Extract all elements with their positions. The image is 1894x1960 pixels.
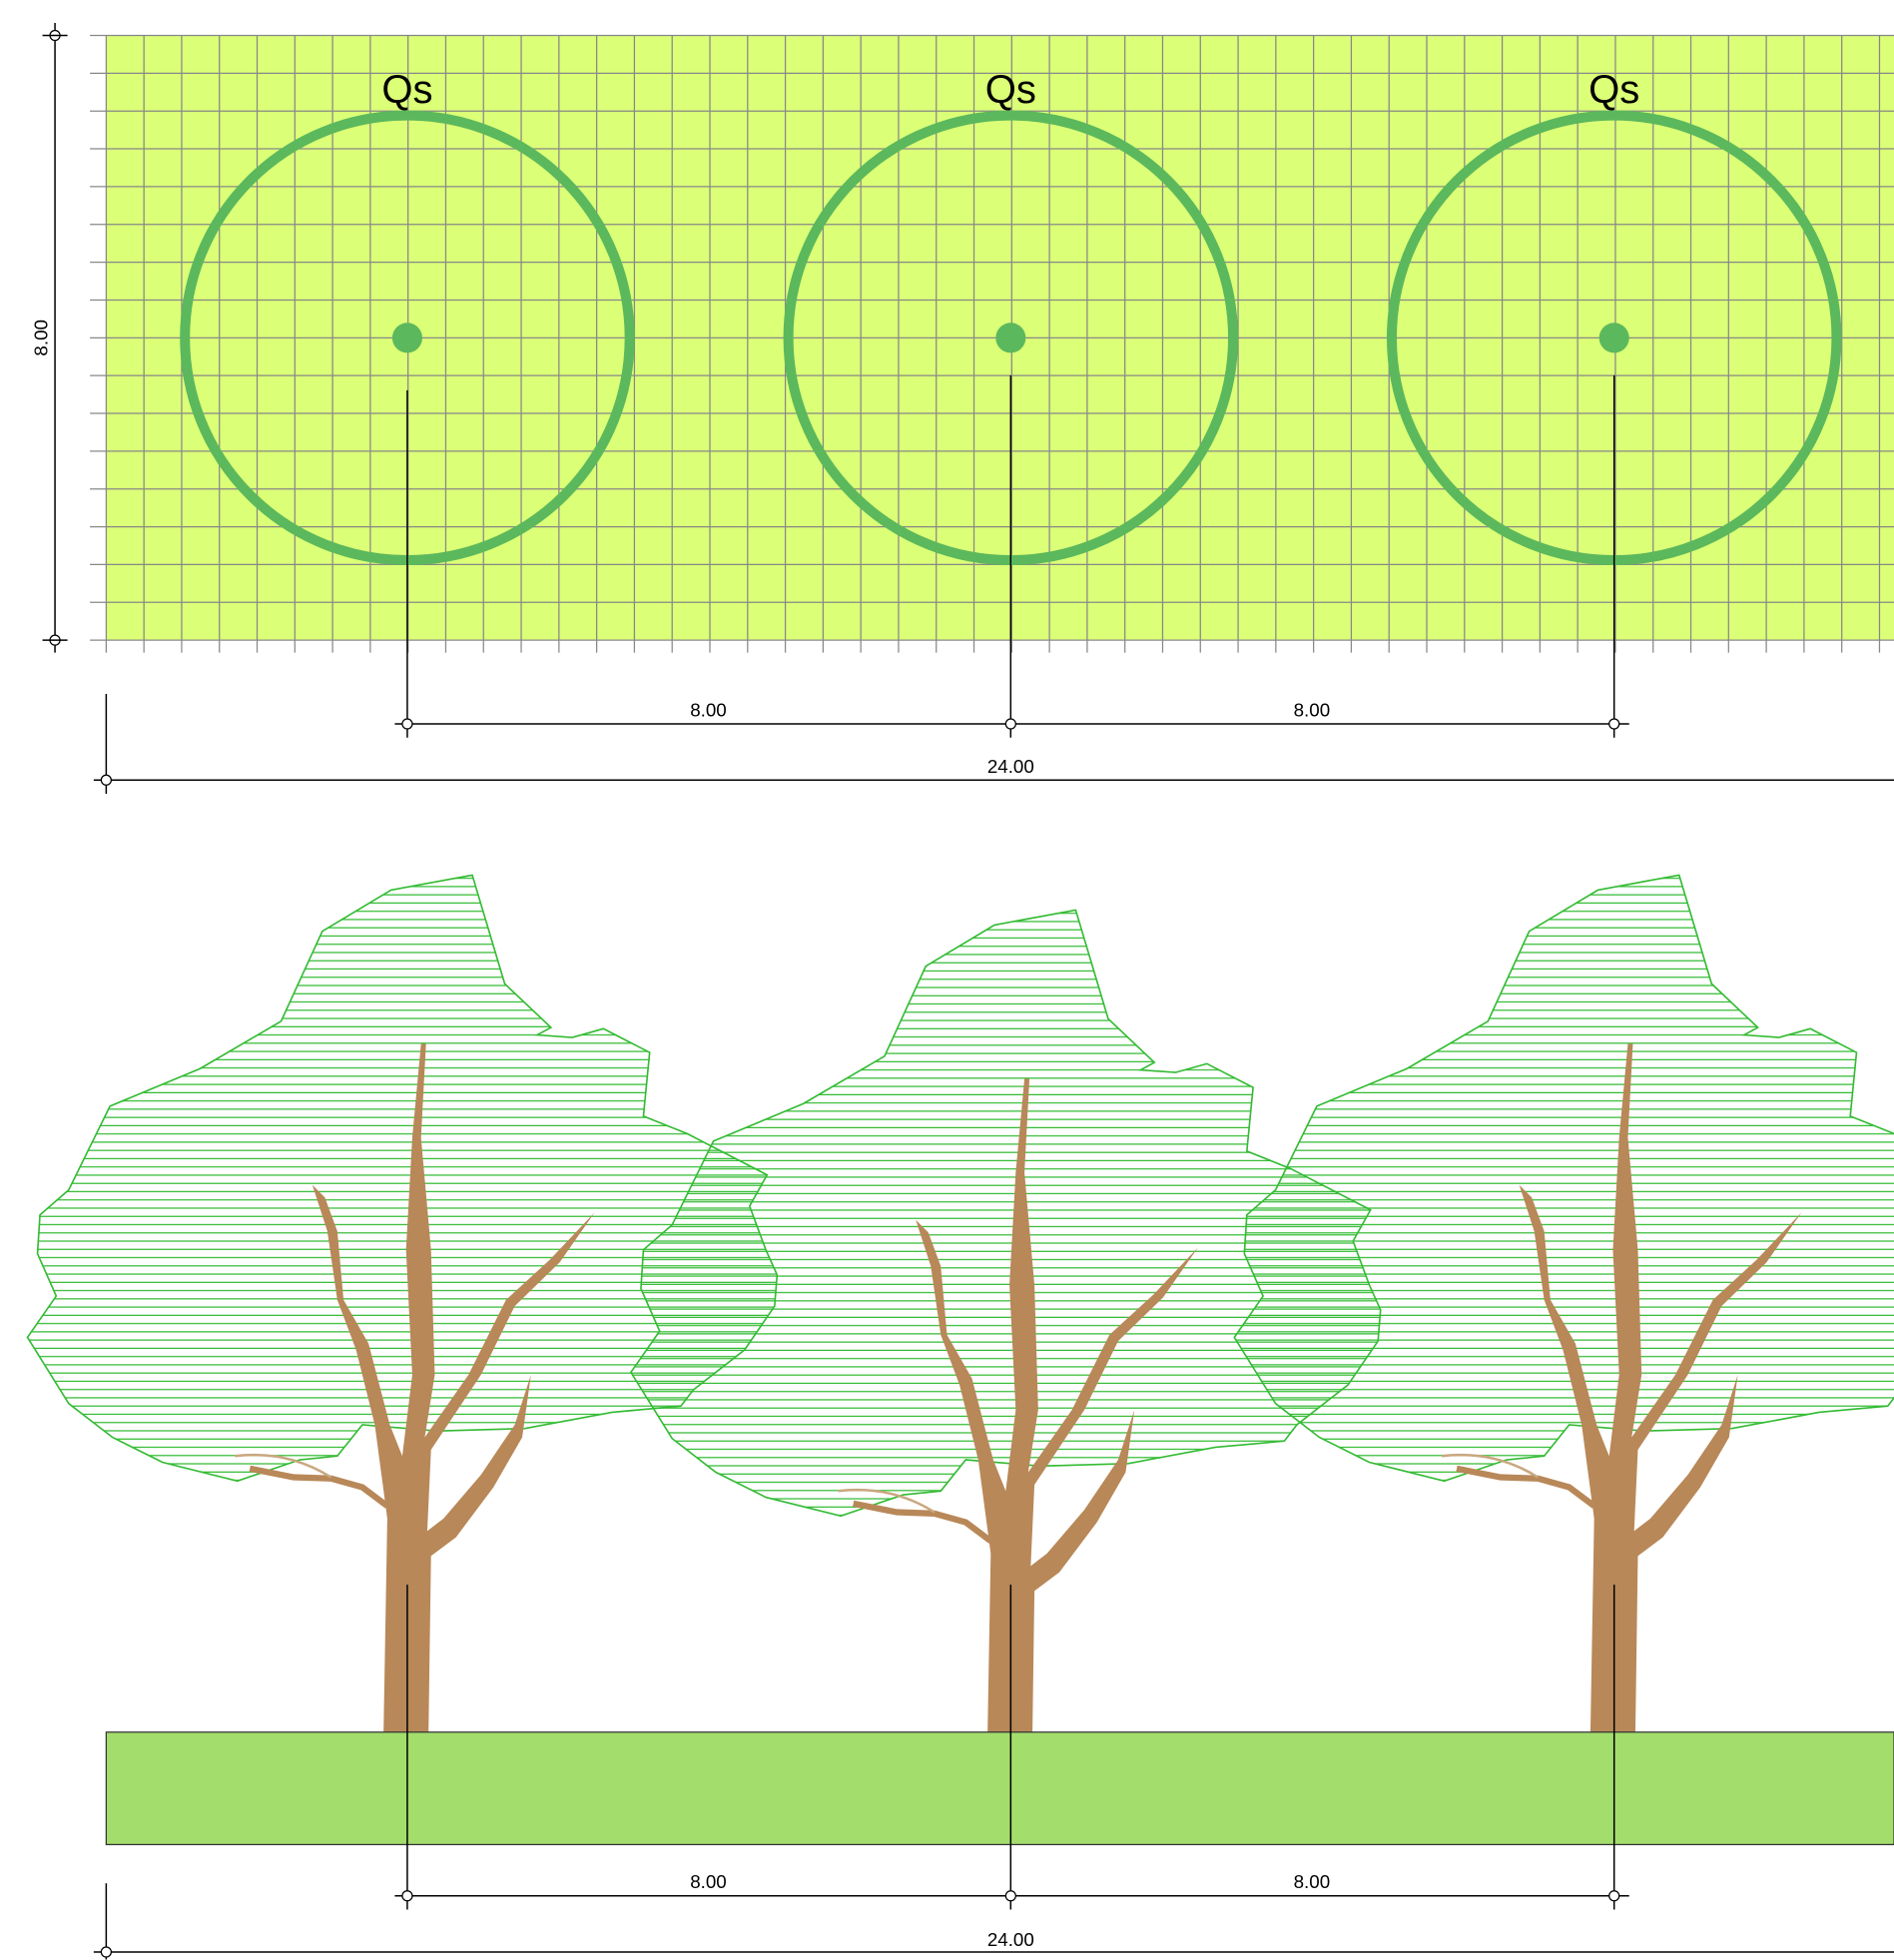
tree-center [995,323,1026,353]
tree-label: Qs [985,68,1036,112]
tree-center [391,323,422,353]
dim-spacing: 8.00 [690,699,726,720]
dim-spacing: 8.00 [1294,699,1331,720]
tree-label: Qs [381,68,432,112]
plan-dimensions: 8.00 8.00 8.00 24.00 [31,22,1894,795]
dim-total: 24.00 [987,1929,1034,1950]
dim-total: 24.00 [987,756,1034,777]
dim-height: 8.00 [31,320,52,355]
ground [105,1731,1894,1846]
tree-label: Qs [1588,68,1639,112]
tree-center [1598,323,1629,353]
dim-spacing: 8.00 [690,1871,726,1892]
dim-spacing: 8.00 [1294,1871,1331,1892]
elevation-dimensions: 8.00 8.00 24.00 [93,1585,1894,1960]
tree-elevation [1234,875,1894,1731]
